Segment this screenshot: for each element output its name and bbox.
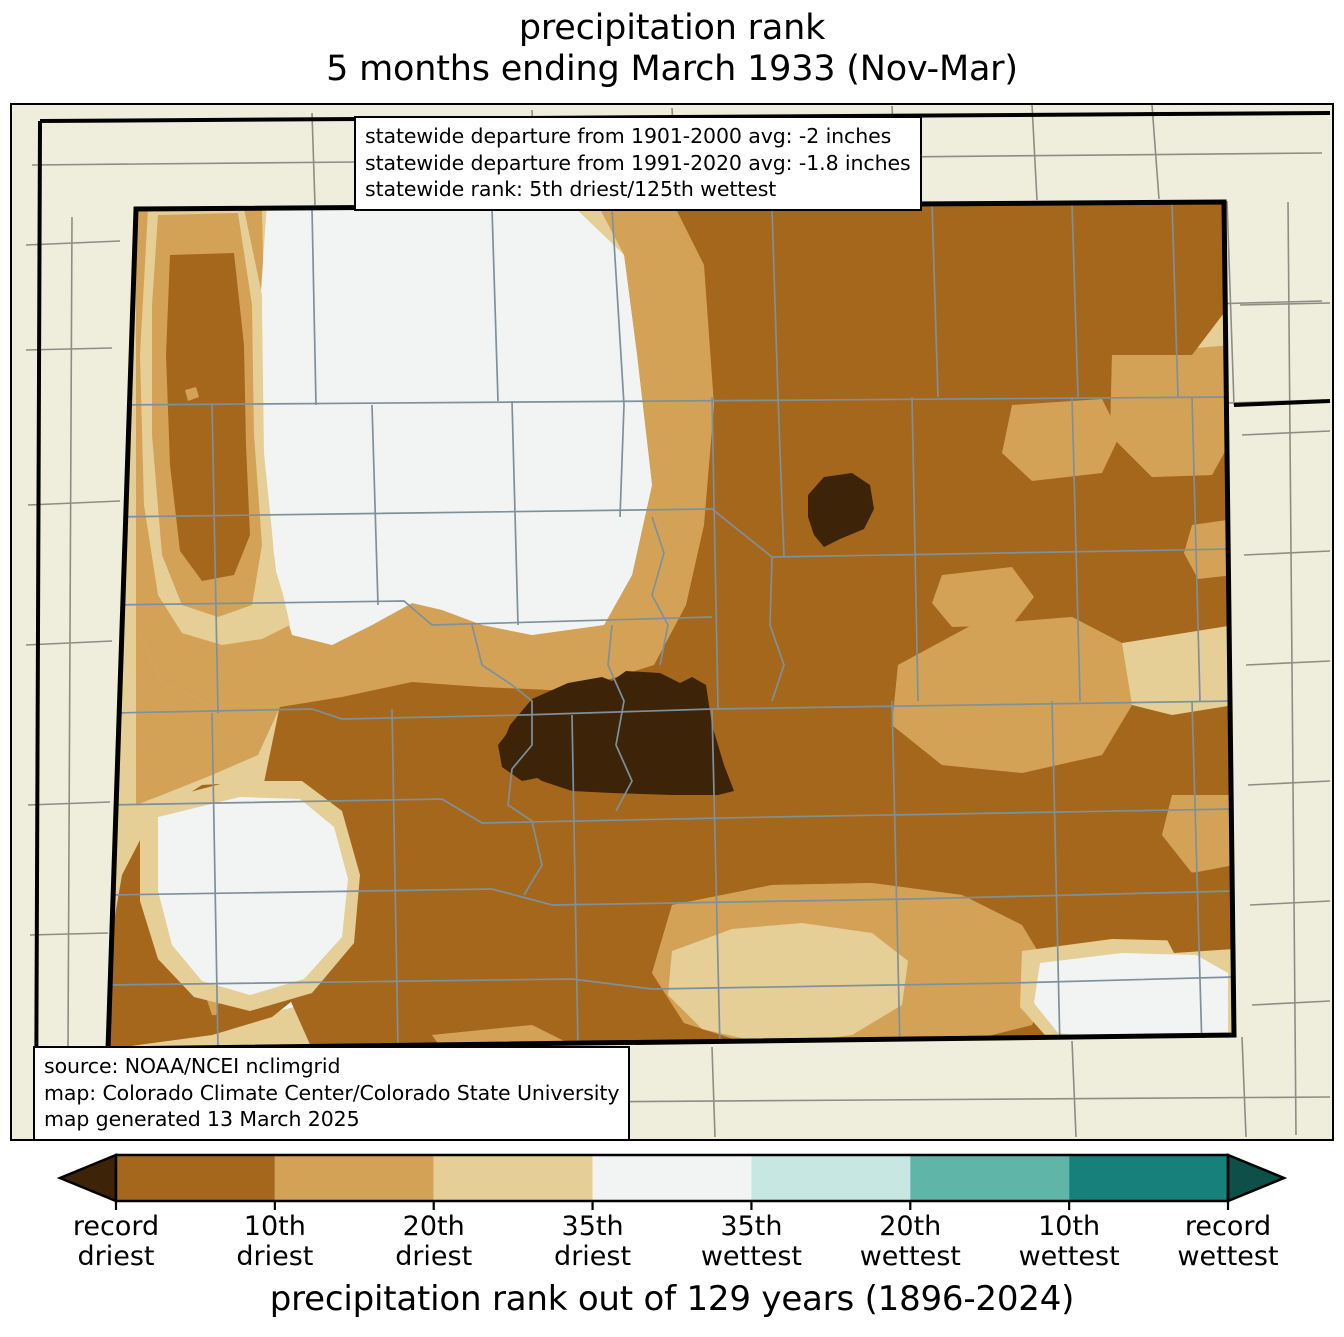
- source-credit-box: source: NOAA/NCEI nclimgrid map: Colorad…: [33, 1046, 631, 1141]
- source-line-2: map: Colorado Climate Center/Colorado St…: [44, 1080, 620, 1105]
- colorbar-extend-high: [1226, 1153, 1288, 1203]
- stats-line-3: statewide rank: 5th driest/125th wettest: [365, 177, 777, 202]
- tick-label-bottom: driest: [395, 1240, 473, 1272]
- colorado-precipitation-rank-map: [12, 105, 1332, 1139]
- colorado-county-lines: [108, 202, 1234, 1049]
- colorbar-tick-label: 35th wettest: [701, 1212, 802, 1271]
- tick-label-top: 20th: [402, 1211, 465, 1242]
- tick-label-top: 35th: [720, 1211, 783, 1242]
- colorbar-tick-label: record driest: [73, 1212, 159, 1271]
- title-line-2: 5 months ending March 1933 (Nov-Mar): [326, 48, 1018, 89]
- colorbar-segment: [433, 1155, 593, 1201]
- colorbar-swatches: [56, 1153, 1288, 1210]
- colorbar-extend-low: [56, 1153, 118, 1203]
- colorbar-segment-group: [56, 1153, 1288, 1203]
- colorbar-caption: precipitation rank out of 129 years (189…: [269, 1279, 1075, 1319]
- colorbar-segment: [910, 1155, 1070, 1201]
- colorbar-tick-label: 20th wettest: [860, 1212, 961, 1271]
- page-title: precipitation rank 5 months ending March…: [0, 8, 1344, 89]
- map-canvas: [10, 103, 1334, 1141]
- tick-label-bottom: wettest: [859, 1240, 961, 1272]
- source-line-3: map generated 13 March 2025: [44, 1107, 360, 1132]
- colorbar-tick-group: [114, 1201, 1230, 1210]
- east-brown-fingers: [1154, 869, 1234, 953]
- northwest-white-core: [262, 209, 646, 641]
- tick-label-bottom: driest: [554, 1240, 632, 1272]
- colorbar-tick-label: 35th driest: [554, 1212, 631, 1271]
- tick-label-bottom: driest: [236, 1240, 314, 1272]
- colorado-rank-shading: [108, 202, 1234, 1049]
- colorbar-outline: [114, 1153, 1230, 1203]
- tick-label-top: 10th: [1038, 1211, 1101, 1242]
- stats-line-1: statewide departure from 1901-2000 avg: …: [365, 124, 892, 148]
- colorbar-tick-label: 10th driest: [236, 1212, 313, 1271]
- tick-label-bottom: driest: [77, 1240, 155, 1272]
- colorbar-segment: [751, 1155, 911, 1201]
- statewide-stats-box: statewide departure from 1901-2000 avg: …: [354, 116, 922, 211]
- title-line-1: precipitation rank: [518, 8, 826, 48]
- tick-label-bottom: wettest: [1018, 1240, 1120, 1272]
- colorbar-tick-label: 20th driest: [395, 1212, 472, 1271]
- stats-line-2: statewide departure from 1991-2020 avg: …: [365, 150, 911, 175]
- colorbar-segment: [274, 1155, 434, 1201]
- southeast-white-patch: [1020, 939, 1234, 1049]
- southwest-white-patch: [140, 781, 360, 1011]
- band-10th-driest: [108, 202, 1234, 1049]
- tick-label-top: record: [1184, 1211, 1272, 1242]
- tick-label-bottom: wettest: [1177, 1240, 1279, 1272]
- colorbar-tick-label: record wettest: [1177, 1212, 1278, 1271]
- tick-label-bottom: wettest: [700, 1240, 802, 1272]
- tick-label-top: 10th: [243, 1211, 306, 1242]
- tick-label-top: record: [72, 1211, 160, 1242]
- colorbar-segment: [592, 1155, 752, 1201]
- tick-label-top: 35th: [561, 1211, 624, 1242]
- colorbar: [0, 1152, 1344, 1212]
- colorbar-tick-label: 10th wettest: [1019, 1212, 1120, 1271]
- colorbar-tick-labels: record driest 10th driest 20th driest 35th drie…: [0, 1212, 1344, 1274]
- source-line-1: source: NOAA/NCEI nclimgrid: [44, 1054, 341, 1078]
- colorbar-segment: [116, 1155, 275, 1201]
- colorbar-segment: [1069, 1155, 1228, 1201]
- tick-label-top: 20th: [879, 1211, 942, 1242]
